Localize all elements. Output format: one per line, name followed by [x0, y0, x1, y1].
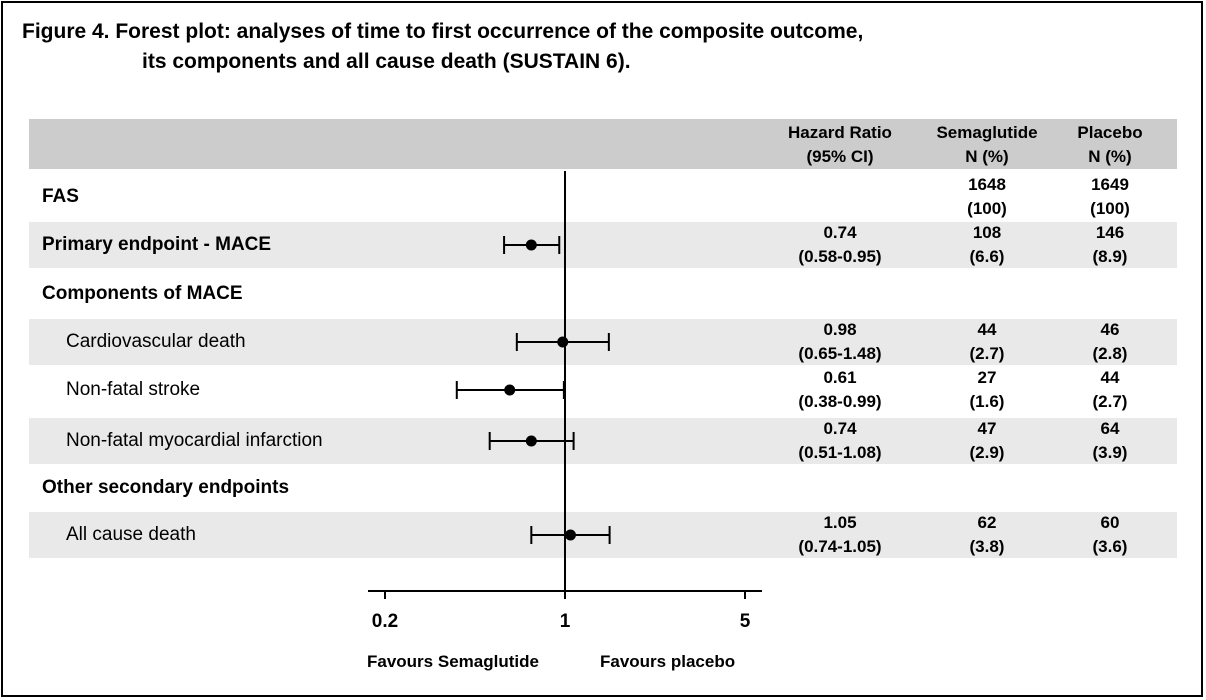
x-tick-label: 5 — [740, 611, 751, 632]
semaglutide-cell-detail: (2.9) — [969, 443, 1005, 462]
semaglutide-cell: 62 (3.8) — [917, 511, 1057, 559]
row-label: Components of MACE — [42, 283, 243, 304]
placebo-cell-detail: (100) — [1090, 199, 1130, 218]
header-hazard-ratio-line1: Hazard Ratio — [788, 123, 892, 142]
semaglutide-cell: 44 (2.7) — [917, 318, 1057, 366]
hazard-ratio-cell-detail: (0.58-0.95) — [798, 247, 882, 266]
semaglutide-cell-detail: (3.8) — [969, 537, 1005, 556]
placebo-cell: 146 (8.9) — [1040, 221, 1180, 269]
hazard-ratio-cell-detail: (0.38-0.99) — [798, 392, 882, 411]
placebo-cell-detail: (3.6) — [1092, 537, 1128, 556]
hazard-ratio-cell: 1.05 (0.74-1.05) — [770, 511, 910, 559]
semaglutide-cell-value: 47 — [977, 419, 997, 438]
semaglutide-cell-value: 44 — [977, 320, 997, 339]
hazard-ratio-cell: 0.74 (0.58-0.95) — [770, 221, 910, 269]
hazard-ratio-cell-detail: (0.51-1.08) — [798, 443, 882, 462]
placebo-cell-value: 1649 — [1091, 175, 1129, 194]
placebo-cell-detail: (2.7) — [1092, 392, 1128, 411]
row-label: Other secondary endpoints — [42, 477, 290, 498]
row-label: FAS — [42, 186, 79, 207]
header-placebo-line1: Placebo — [1077, 123, 1143, 142]
header-semaglutide-line1: Semaglutide — [936, 123, 1038, 142]
semaglutide-cell-detail: (100) — [967, 199, 1007, 218]
placebo-cell-detail: (8.9) — [1092, 247, 1128, 266]
placebo-cell: 60 (3.6) — [1040, 511, 1180, 559]
favours-semaglutide-label: Favours Semaglutide — [367, 652, 539, 671]
row-label: Non-fatal myocardial infarction — [66, 430, 323, 451]
x-tick-label: 0.2 — [372, 611, 398, 632]
header-hazard-ratio: Hazard Ratio (95% CI) — [770, 121, 910, 169]
placebo-cell-value: 64 — [1100, 419, 1120, 438]
row-label: Non-fatal stroke — [66, 379, 201, 400]
placebo-cell: 46 (2.8) — [1040, 318, 1180, 366]
hazard-ratio-cell-value: 0.98 — [823, 320, 857, 339]
placebo-cell-value: 60 — [1100, 513, 1120, 532]
hazard-ratio-cell: 0.98 (0.65-1.48) — [770, 318, 910, 366]
semaglutide-cell-detail: (1.6) — [969, 392, 1005, 411]
header-placebo: Placebo N (%) — [1040, 121, 1180, 169]
hazard-ratio-cell-value: 0.74 — [823, 419, 857, 438]
hazard-ratio-cell-value: 0.74 — [823, 223, 857, 242]
placebo-cell: 44 (2.7) — [1040, 366, 1180, 414]
hazard-ratio-point — [525, 435, 537, 447]
semaglutide-cell-detail: (6.6) — [969, 247, 1005, 266]
semaglutide-cell-value: 1648 — [968, 175, 1006, 194]
semaglutide-cell-value: 108 — [972, 223, 1002, 242]
semaglutide-cell: 47 (2.9) — [917, 417, 1057, 465]
header-hazard-ratio-line2: (95% CI) — [806, 147, 874, 166]
semaglutide-cell: 108 (6.6) — [917, 221, 1057, 269]
semaglutide-cell: 1648 (100) — [917, 173, 1057, 221]
header-semaglutide-line2: N (%) — [965, 147, 1009, 166]
title-line-1: Figure 4. Forest plot: analyses of time … — [22, 20, 864, 43]
table-header-band — [29, 119, 1177, 169]
placebo-cell-detail: (3.9) — [1092, 443, 1128, 462]
hazard-ratio-point — [557, 336, 569, 348]
hazard-ratio-point — [525, 239, 537, 251]
hazard-ratio-cell: 0.74 (0.51-1.08) — [770, 417, 910, 465]
row-band — [29, 418, 1177, 464]
row-label: Cardiovascular death — [66, 331, 246, 352]
title-line-2: its components and all cause death (SUST… — [142, 50, 631, 73]
placebo-cell-value: 46 — [1100, 320, 1120, 339]
row-band — [29, 222, 1177, 268]
hazard-ratio-cell: 0.61 (0.38-0.99) — [770, 366, 910, 414]
placebo-cell: 64 (3.9) — [1040, 417, 1180, 465]
hazard-ratio-cell-value: 0.61 — [823, 368, 857, 387]
favours-placebo-label: Favours placebo — [600, 652, 736, 671]
header-semaglutide: Semaglutide N (%) — [917, 121, 1057, 169]
figure-title: Figure 4. Forest plot: analyses of time … — [22, 17, 863, 77]
x-tick-label: 1 — [560, 611, 571, 632]
semaglutide-cell-detail: (2.7) — [969, 344, 1005, 363]
semaglutide-cell: 27 (1.6) — [917, 366, 1057, 414]
placebo-cell-value: 44 — [1100, 368, 1120, 387]
row-label: Primary endpoint - MACE — [42, 234, 272, 255]
placebo-cell-detail: (2.8) — [1092, 344, 1128, 363]
placebo-cell: 1649 (100) — [1040, 173, 1180, 221]
hazard-ratio-cell-detail: (0.65-1.48) — [798, 344, 882, 363]
hazard-ratio-point — [504, 384, 516, 396]
semaglutide-cell-value: 62 — [977, 513, 997, 532]
semaglutide-cell-value: 27 — [977, 368, 997, 387]
row-label: All cause death — [66, 524, 196, 545]
header-placebo-line2: N (%) — [1088, 147, 1132, 166]
hazard-ratio-point — [564, 529, 576, 541]
hazard-ratio-cell-detail: (0.74-1.05) — [798, 537, 882, 556]
hazard-ratio-cell-value: 1.05 — [823, 513, 857, 532]
placebo-cell-value: 146 — [1095, 223, 1125, 242]
